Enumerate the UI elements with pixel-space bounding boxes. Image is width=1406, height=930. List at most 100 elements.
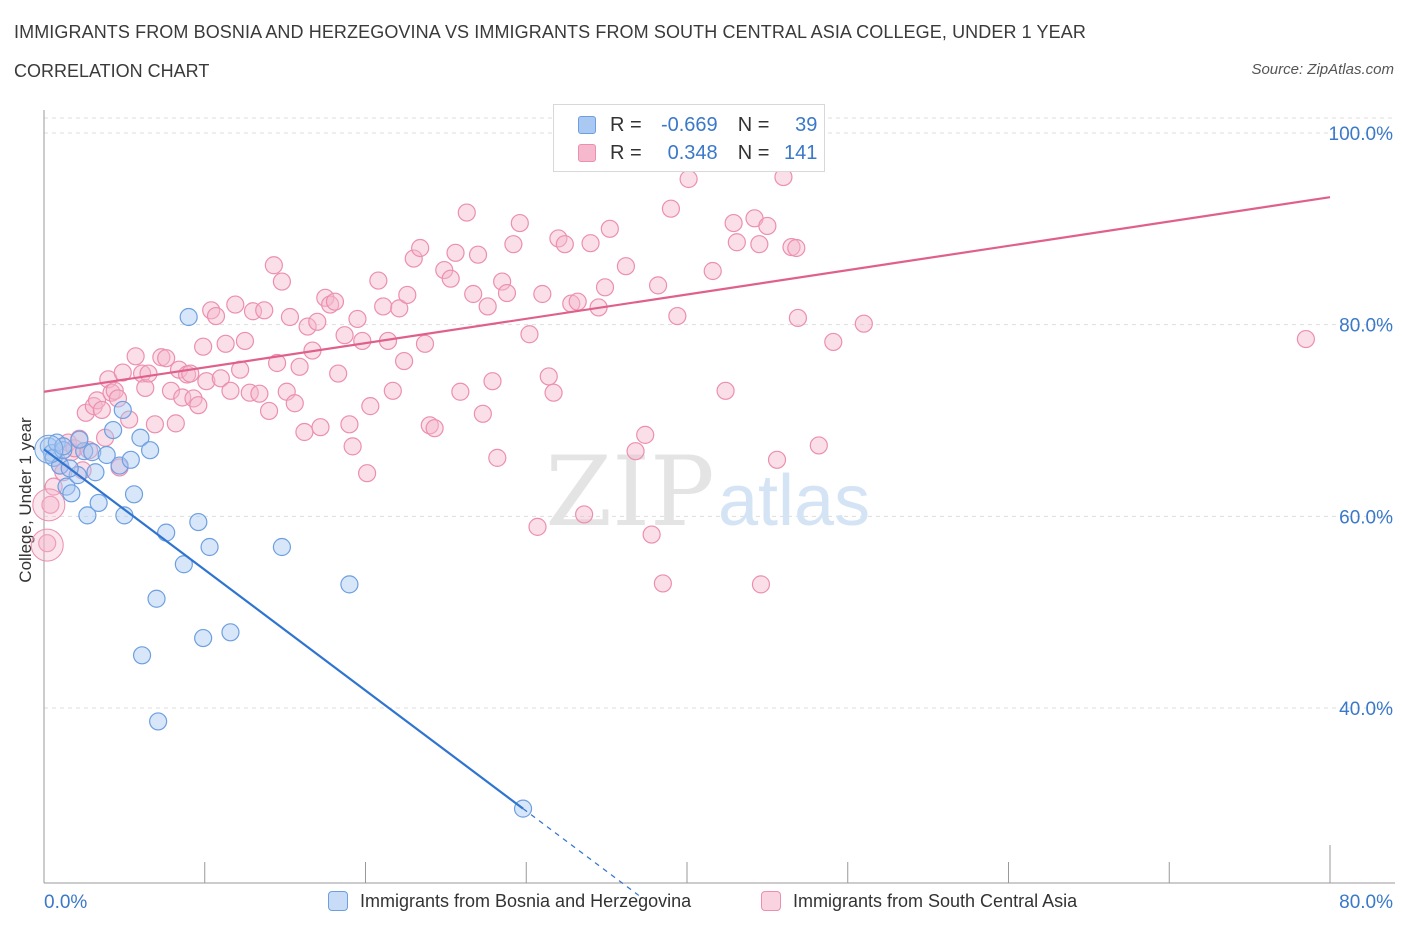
bosnia-point — [83, 443, 102, 462]
south-central-asia-point — [197, 372, 216, 391]
south-central-asia-point — [92, 400, 111, 420]
trendline-bosnia — [43, 448, 524, 810]
south-central-asia-point — [504, 235, 523, 254]
stats-legend: R = -0.669 N = 39 R = 0.348 N = 141 — [553, 104, 825, 172]
south-central-asia-point — [420, 416, 439, 435]
watermark-zip: ZIP — [545, 436, 714, 548]
south-central-asia-point — [464, 284, 483, 304]
south-central-asia-point — [250, 384, 269, 403]
y-tick-label: 40.0% — [1339, 699, 1393, 720]
south-central-asia-point — [415, 334, 435, 353]
south-central-asia-point — [478, 297, 497, 316]
south-central-asia-point — [41, 495, 60, 514]
south-central-asia-point — [575, 505, 594, 524]
south-central-asia-point — [787, 238, 806, 258]
chart-title: IMMIGRANTS FROM BOSNIA AND HERZEGOVINA V… — [14, 22, 1086, 42]
legend-label-bosnia: Immigrants from Bosnia and Herzegovina — [360, 890, 692, 911]
south-central-asia-point — [255, 301, 274, 320]
south-central-asia-point — [335, 326, 354, 345]
south-central-asia-point — [398, 285, 417, 305]
south-central-asia-point — [750, 235, 769, 254]
south-central-asia-point — [87, 391, 107, 410]
south-central-asia-point — [285, 394, 304, 413]
bosnia-point — [113, 400, 132, 420]
south-central-asia-point — [679, 169, 698, 189]
south-central-asia-point — [595, 278, 615, 297]
south-central-asia-point — [202, 301, 221, 320]
south-central-asia-point — [497, 283, 517, 303]
south-central-asia-point — [340, 415, 359, 434]
y-tick-label: 100.0% — [1329, 124, 1394, 145]
south-central-asia-point — [161, 381, 181, 400]
south-central-asia-point — [216, 334, 235, 353]
bosnia-point — [89, 493, 108, 513]
south-central-asia-point — [240, 383, 259, 402]
south-central-asia-point — [483, 372, 502, 391]
x-tick-label: 80.0% — [1339, 892, 1393, 913]
pink-legend-swatch — [761, 891, 781, 911]
bosnia-point — [104, 420, 123, 440]
legend-label-south-central-asia: Immigrants from South Central Asia — [793, 890, 1078, 911]
south-central-asia-point — [473, 404, 492, 423]
blue-legend-swatch — [328, 891, 348, 911]
south-central-asia-point — [727, 233, 746, 252]
south-central-asia-point — [716, 381, 735, 400]
r-label: R = — [610, 113, 642, 136]
south-central-asia-point — [568, 292, 587, 311]
south-central-asia-point — [441, 269, 460, 288]
south-central-asia-point — [136, 378, 155, 398]
south-central-asia-point — [626, 442, 645, 461]
south-central-asia-point — [539, 367, 558, 386]
south-central-asia-point — [824, 332, 843, 352]
south-central-asia-point — [298, 317, 317, 336]
chart-subtitle: CORRELATION CHART — [14, 61, 210, 81]
south-central-asia-point — [126, 347, 145, 366]
grid-lines — [44, 117, 1395, 709]
bosnia-point — [147, 589, 166, 608]
south-central-asia-point — [157, 349, 176, 368]
bosnia-point-cluster — [34, 434, 64, 464]
south-central-asia-point — [581, 234, 600, 253]
bosnia-point — [194, 628, 213, 648]
south-central-asia-point — [533, 284, 552, 304]
bosnia-point — [140, 441, 160, 460]
south-central-asia-point — [226, 295, 245, 314]
south-central-asia-point — [343, 437, 362, 456]
south-central-asia-point — [668, 306, 687, 326]
south-central-asia-point — [636, 425, 655, 444]
south-central-asia-point — [139, 364, 158, 383]
bosnia-point — [78, 506, 97, 525]
south-central-asia-point — [648, 276, 668, 295]
south-central-asia-point — [113, 363, 132, 382]
south-central-asia-point — [259, 401, 279, 421]
south-central-asia-point — [390, 299, 409, 318]
south-central-asia-point — [211, 369, 230, 388]
south-central-asia-point — [809, 436, 828, 455]
south-central-asia-point — [369, 271, 388, 290]
south-central-asia-point — [724, 213, 743, 233]
south-central-asia-point — [383, 381, 402, 400]
legend-item-bosnia: Immigrants from Bosnia and Herzegovina — [328, 889, 691, 913]
south-central-asia-point — [295, 422, 314, 442]
south-central-asia-point — [264, 256, 283, 275]
south-central-asia-point — [267, 353, 287, 373]
r-label: R = — [610, 141, 642, 164]
south-central-asia-point — [311, 418, 330, 437]
south-central-asia-point — [528, 517, 547, 536]
n-value-south-central-asia: 141 — [784, 141, 818, 164]
trendlines — [43, 196, 1331, 896]
series-south-central-asia-points — [30, 167, 1315, 594]
south-central-asia-point — [361, 397, 380, 416]
south-central-asia-point — [616, 257, 636, 276]
south-central-asia-point — [353, 331, 372, 351]
bosnia-point — [110, 456, 129, 475]
south-central-asia-point — [108, 389, 128, 408]
south-central-asia-point — [411, 238, 430, 258]
south-central-asia-point — [308, 312, 327, 331]
bosnia-point — [62, 484, 81, 503]
south-central-asia-point — [280, 307, 300, 327]
south-central-asia-point — [510, 213, 529, 233]
stats-legend-row-bosnia: R = -0.669 N = 39 — [578, 112, 817, 138]
south-central-asia-point — [221, 381, 240, 400]
n-label: N = — [737, 141, 770, 164]
